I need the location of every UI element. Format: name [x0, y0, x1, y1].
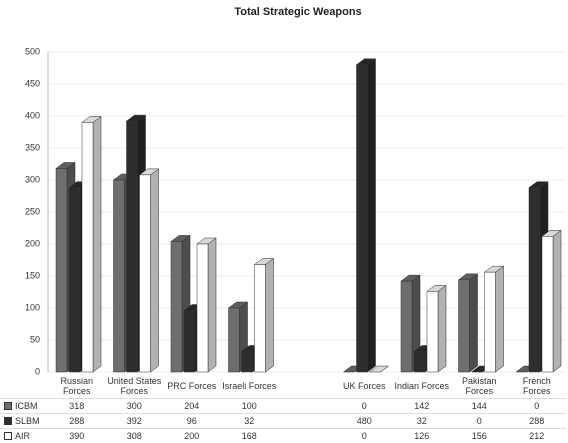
y-tick-label: 250 [25, 206, 40, 216]
legend-label: ICBM [15, 401, 38, 411]
x-tick-label: French Forces [522, 376, 551, 396]
bar-front [528, 187, 541, 373]
table-value: 288 [508, 413, 566, 428]
table-value: 212 [508, 428, 566, 443]
y-tick-label: 100 [25, 302, 40, 312]
bar [426, 284, 447, 373]
x-tick-label: United States Forces [107, 376, 162, 396]
table-value: 392 [105, 413, 163, 428]
bar-side [92, 115, 102, 373]
table-cell [278, 428, 336, 443]
bar-front [81, 122, 94, 373]
bar-side [495, 265, 504, 373]
bar [81, 115, 102, 373]
table-value: 142 [393, 398, 451, 413]
legend-swatch [4, 402, 12, 410]
x-tick-label: Israeli Forces [222, 381, 277, 391]
legend-label: AIR [15, 431, 31, 441]
bar-front [196, 243, 209, 373]
bar-front [458, 279, 470, 373]
y-tick-label: 150 [25, 270, 40, 280]
bar-side [367, 58, 376, 373]
bar-side [552, 229, 562, 373]
bar-front [113, 179, 125, 373]
chart-title: Total Strategic Weapons [234, 6, 361, 18]
legend-entry: AIR [0, 428, 48, 443]
table-value: 0 [450, 413, 508, 428]
bar [368, 365, 390, 373]
table-value: 32 [393, 413, 451, 428]
bar [253, 257, 275, 373]
bar-top [368, 365, 390, 373]
bar-front [241, 351, 253, 373]
legend-swatch [4, 432, 12, 440]
bar-front [170, 241, 183, 373]
legend-entry: ICBM [0, 398, 48, 413]
table-value: 144 [450, 398, 508, 413]
bar-side [437, 284, 447, 373]
table-value: 156 [450, 428, 508, 443]
x-tick-label: UK Forces [342, 381, 386, 391]
y-tick-label: 450 [25, 78, 40, 88]
table-value: 390 [48, 428, 106, 443]
table-value: 318 [48, 398, 106, 413]
x-tick-label: Pakistan Forces [461, 376, 497, 396]
table-value: 32 [220, 413, 278, 428]
table-value: 204 [163, 398, 221, 413]
legend-swatch [4, 417, 12, 425]
table-cell [278, 413, 336, 428]
y-tick-label: 50 [30, 334, 40, 344]
bar [457, 273, 479, 373]
bar [400, 274, 421, 373]
bar-front [541, 236, 554, 373]
bar-front [254, 264, 266, 373]
bar [355, 58, 377, 373]
y-tick-label: 0 [35, 366, 40, 376]
bar [138, 168, 160, 373]
bar [541, 229, 562, 373]
x-tick-label: PRC Forces [167, 381, 217, 391]
table-value: 100 [220, 398, 278, 413]
y-tick-label: 350 [25, 142, 40, 152]
bar-front [183, 310, 196, 373]
x-tick-label: Russian Forces [60, 376, 93, 396]
y-tick-label: 300 [25, 174, 40, 184]
bar-front [55, 168, 68, 373]
table-value: 480 [335, 413, 393, 428]
bar [196, 237, 217, 373]
bar-side [207, 237, 217, 373]
bar-front [228, 307, 240, 373]
bar-front [139, 174, 151, 373]
bar-side [150, 168, 159, 373]
table-value: 288 [48, 413, 106, 428]
bar-side [265, 257, 274, 373]
table-value: 0 [335, 398, 393, 413]
table-value: 300 [105, 398, 163, 413]
y-tick-label: 200 [25, 238, 40, 248]
bar-side [469, 273, 478, 373]
bar-front [68, 187, 81, 373]
legend-entry: SLBM [0, 413, 48, 428]
y-tick-label: 400 [25, 110, 40, 120]
table-cell [278, 398, 336, 413]
table-value: 200 [163, 428, 221, 443]
table-value: 308 [105, 428, 163, 443]
bar-front [400, 280, 413, 373]
bar-front [426, 291, 439, 373]
bar-front [484, 271, 496, 373]
bar-front [126, 120, 138, 373]
table-value: 0 [508, 398, 566, 413]
table-value: 96 [163, 413, 221, 428]
y-tick-label: 500 [25, 46, 40, 56]
table-value: 126 [393, 428, 451, 443]
bar [483, 265, 505, 373]
table-value: 168 [220, 428, 278, 443]
legend-label: SLBM [15, 416, 40, 426]
x-tick-label: Indian Forces [394, 381, 450, 391]
bar-front [356, 64, 368, 373]
bar-front [413, 351, 426, 373]
table-value: 0 [335, 428, 393, 443]
